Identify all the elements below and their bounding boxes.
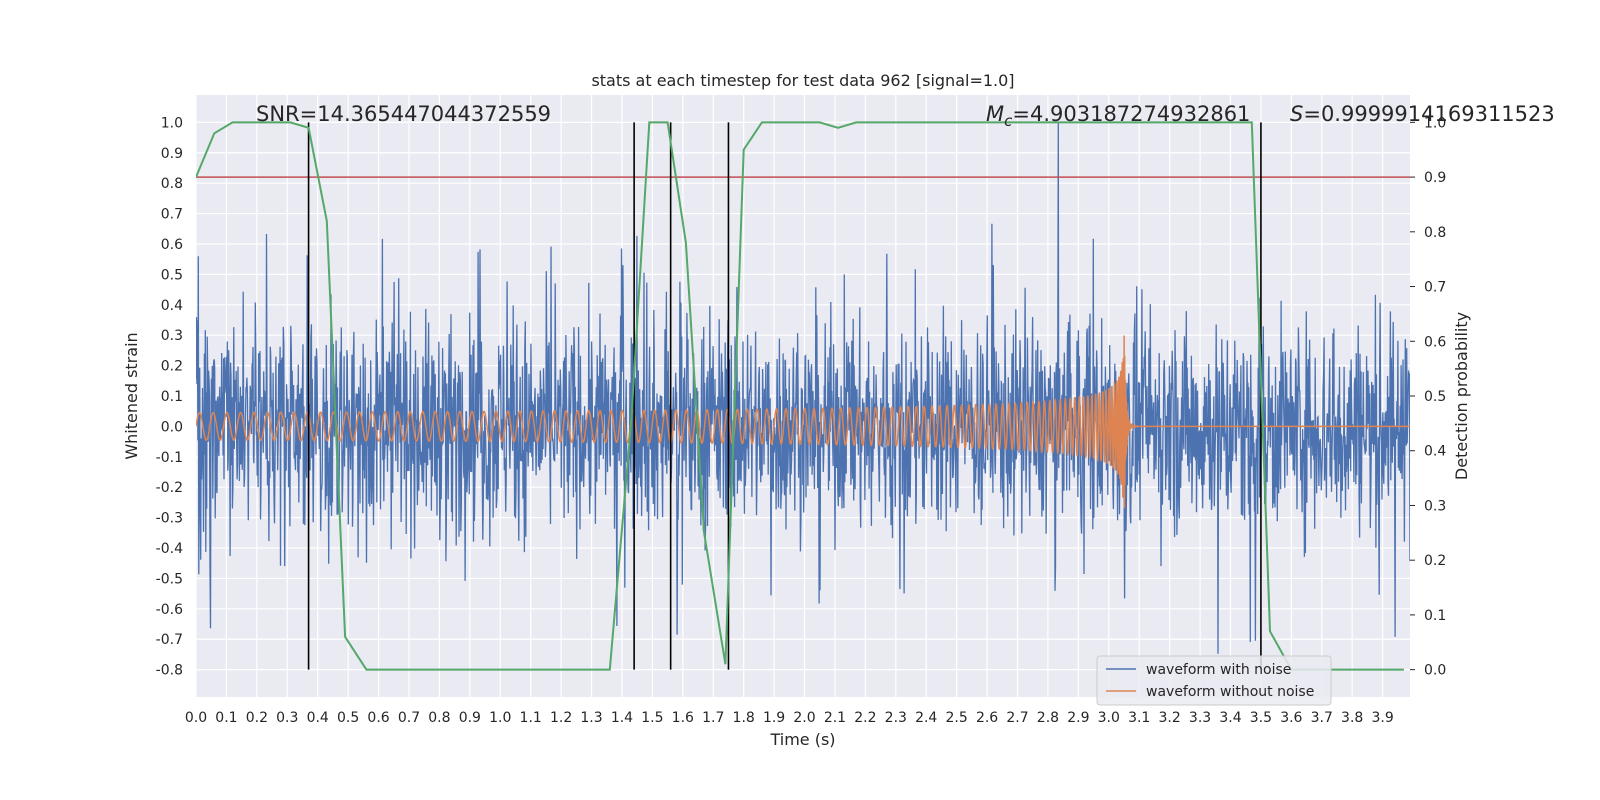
x-tick-label: 0.9 bbox=[459, 710, 481, 726]
y-tick-label: 0.2 bbox=[161, 359, 183, 375]
y-tick-label: 0.4 bbox=[161, 298, 183, 314]
score-symbol: S bbox=[1290, 102, 1303, 126]
x-tick-label: 3.0 bbox=[1098, 710, 1120, 726]
chirp-mass-symbol: M bbox=[986, 102, 1004, 126]
y2-tick-label: 0.6 bbox=[1424, 334, 1446, 350]
x-tick-label: 2.0 bbox=[793, 710, 815, 726]
chirp-mass-value: =4.903187274932861 bbox=[1012, 102, 1250, 126]
y-tick-label: -0.8 bbox=[156, 663, 183, 679]
y2-tick-label: 0.3 bbox=[1424, 498, 1446, 514]
x-tick-label: 3.7 bbox=[1311, 710, 1333, 726]
y-tick-label: -0.4 bbox=[156, 541, 183, 557]
x-tick-label: 1.1 bbox=[520, 710, 542, 726]
detection-probability-line bbox=[196, 121, 1404, 671]
x-tick-label: 2.4 bbox=[915, 710, 937, 726]
x-tick-label: 1.7 bbox=[702, 710, 724, 726]
legend: waveform with noise waveform without noi… bbox=[1096, 655, 1332, 706]
x-tick-label: 3.2 bbox=[1159, 710, 1181, 726]
x-tick-label: 1.6 bbox=[672, 710, 694, 726]
x-tick-label: 2.1 bbox=[824, 710, 846, 726]
y-tick-label: 0.6 bbox=[161, 237, 183, 253]
x-tick-label: 2.9 bbox=[1067, 710, 1089, 726]
x-tick-label: 3.8 bbox=[1341, 710, 1363, 726]
x-axis-ticks: 0.0 0.1 0.2 0.3 0.4 0.5 0.6 0.7 0.8 0.9 1.0 1.1 1.2 1… bbox=[185, 710, 1394, 726]
y-tick-label: 0.3 bbox=[161, 328, 183, 344]
x-tick-label: 0.6 bbox=[367, 710, 389, 726]
y-tick-label: -0.6 bbox=[156, 602, 183, 618]
waveform-without-noise-line bbox=[196, 335, 1410, 509]
y-tick-label: 0.8 bbox=[161, 176, 183, 192]
x-tick-label: 1.9 bbox=[763, 710, 785, 726]
y-tick-label: -0.1 bbox=[156, 450, 183, 466]
x-tick-label: 1.5 bbox=[641, 710, 663, 726]
y-tick-label: -0.3 bbox=[156, 511, 183, 527]
x-tick-label: 1.2 bbox=[550, 710, 572, 726]
x-tick-label: 3.6 bbox=[1280, 710, 1302, 726]
chirp-mass-annotation: Mc=4.903187274932861 bbox=[986, 102, 1250, 130]
legend-box bbox=[1096, 655, 1332, 706]
x-tick-label: 3.9 bbox=[1371, 710, 1393, 726]
y2-axis-label: Detection probability bbox=[1452, 312, 1471, 480]
x-tick-label: 0.7 bbox=[398, 710, 420, 726]
y2-tick-label: 1.0 bbox=[1424, 115, 1446, 131]
y2-axis-ticks: 0.0 0.1 0.2 0.3 0.4 0.5 0.6 0.7 0.8 0.9 1.0 bbox=[1410, 115, 1446, 679]
y-tick-label: -0.7 bbox=[156, 632, 183, 648]
y2-tick-label: 0.5 bbox=[1424, 389, 1446, 405]
x-tick-label: 1.8 bbox=[733, 710, 755, 726]
y-tick-label: 0.5 bbox=[161, 267, 183, 283]
x-tick-label: 3.5 bbox=[1250, 710, 1272, 726]
x-tick-label: 0.0 bbox=[185, 710, 207, 726]
x-tick-label: 3.4 bbox=[1219, 710, 1241, 726]
waveform-with-noise-line bbox=[196, 122, 1410, 654]
y-tick-label: 0.1 bbox=[161, 389, 183, 405]
x-tick-label: 1.3 bbox=[580, 710, 602, 726]
x-tick-label: 1.0 bbox=[489, 710, 511, 726]
chirp-mass-subscript: c bbox=[1004, 112, 1013, 130]
y-tick-label: 0.9 bbox=[161, 146, 183, 162]
x-tick-label: 2.3 bbox=[885, 710, 907, 726]
y2-tick-label: 0.9 bbox=[1424, 170, 1446, 186]
y2-tick-label: 0.0 bbox=[1424, 663, 1446, 679]
snr-annotation: SNR=14.365447044372559 bbox=[256, 102, 551, 126]
x-tick-label: 2.5 bbox=[946, 710, 968, 726]
x-tick-label: 0.5 bbox=[337, 710, 359, 726]
y-tick-label: -0.5 bbox=[156, 571, 183, 587]
y-tick-label: -0.2 bbox=[156, 480, 183, 496]
y2-tick-label: 0.4 bbox=[1424, 444, 1446, 460]
x-tick-label: 0.1 bbox=[215, 710, 237, 726]
x-tick-label: 0.3 bbox=[276, 710, 298, 726]
y2-tick-label: 0.7 bbox=[1424, 280, 1446, 296]
x-tick-label: 2.6 bbox=[976, 710, 998, 726]
x-tick-label: 3.3 bbox=[1189, 710, 1211, 726]
x-tick-label: 2.8 bbox=[1037, 710, 1059, 726]
legend-label-clean: waveform without noise bbox=[1146, 684, 1314, 700]
x-tick-label: 2.2 bbox=[854, 710, 876, 726]
y2-tick-label: 0.1 bbox=[1424, 608, 1446, 624]
x-tick-label: 2.7 bbox=[1006, 710, 1028, 726]
x-axis-label: Time (s) bbox=[769, 730, 835, 749]
y-axis-label: Whitened strain bbox=[122, 332, 141, 459]
chart-title: stats at each timestep for test data 962… bbox=[591, 71, 1014, 90]
y2-tick-label: 0.8 bbox=[1424, 225, 1446, 241]
x-tick-label: 1.4 bbox=[611, 710, 633, 726]
x-tick-label: 0.4 bbox=[307, 710, 329, 726]
x-tick-label: 3.1 bbox=[1128, 710, 1150, 726]
score-value: =0.9999914169311523 bbox=[1303, 102, 1554, 126]
y-tick-label: 1.0 bbox=[161, 115, 183, 131]
score-annotation: S=0.9999914169311523 bbox=[1290, 102, 1555, 126]
y-axis-ticks: -0.8 -0.7 -0.6 -0.5 -0.4 -0.3 -0.2 -0.1 0.0 0.1 0.… bbox=[156, 115, 183, 678]
x-tick-label: 0.2 bbox=[246, 710, 268, 726]
y-tick-label: 0.0 bbox=[161, 419, 183, 435]
legend-label-noise: waveform with noise bbox=[1146, 662, 1291, 678]
y2-tick-label: 0.2 bbox=[1424, 553, 1446, 569]
x-tick-label: 0.8 bbox=[428, 710, 450, 726]
y-tick-label: 0.7 bbox=[161, 207, 183, 223]
